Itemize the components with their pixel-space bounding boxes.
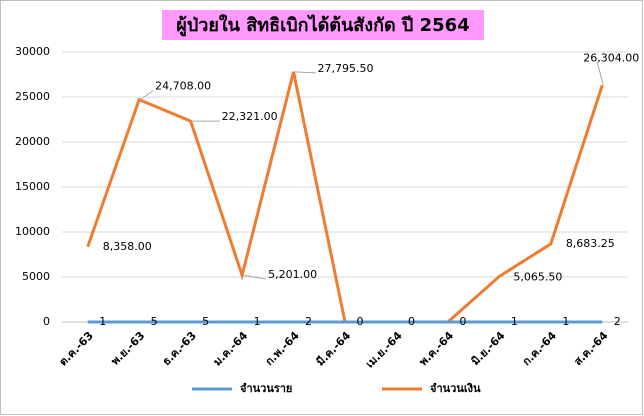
- y-tick-label: 25000: [15, 90, 50, 103]
- data-label: 24,708.00: [155, 80, 211, 93]
- chart-title: ผู้ป่วยใน สิทธิเบิกได้ต้นสังกัด ปี 2564: [176, 14, 469, 37]
- data-label: 8,358.00: [103, 240, 152, 253]
- y-tick-label: 20000: [15, 135, 50, 148]
- data-label: 1: [254, 315, 261, 328]
- data-label: 1: [99, 315, 106, 328]
- y-tick-label: 10000: [15, 225, 50, 238]
- y-tick-label: 5000: [22, 270, 50, 283]
- title-background: [162, 10, 484, 40]
- y-tick-label: 15000: [15, 180, 50, 193]
- y-tick-label: 30000: [15, 45, 50, 58]
- data-label: 5: [151, 315, 158, 328]
- y-tick-label: 0: [43, 315, 50, 328]
- leader-line: [596, 62, 604, 86]
- data-label: 26,304.00: [583, 51, 639, 64]
- data-label: 1: [511, 315, 518, 328]
- leader-line: [139, 90, 154, 101]
- data-label: 0: [408, 315, 415, 328]
- data-label: 0: [357, 315, 364, 328]
- leader-line: [243, 274, 267, 280]
- legend-label: จำนวนราย: [240, 382, 292, 395]
- data-label: 1: [562, 315, 569, 328]
- data-label: 0: [459, 315, 466, 328]
- data-label: 8,683.25: [566, 237, 615, 250]
- leader-line: [294, 71, 316, 74]
- data-label: 2: [614, 315, 621, 328]
- legend-label: จำนวนเงิน: [430, 382, 481, 395]
- data-label: 22,321.00: [222, 110, 278, 123]
- data-label: 2: [305, 315, 312, 328]
- data-label: 5,065.50: [513, 270, 562, 283]
- data-label: 5,201.00: [268, 268, 317, 281]
- data-label: 27,795.50: [318, 62, 374, 75]
- data-label: 5: [202, 315, 209, 328]
